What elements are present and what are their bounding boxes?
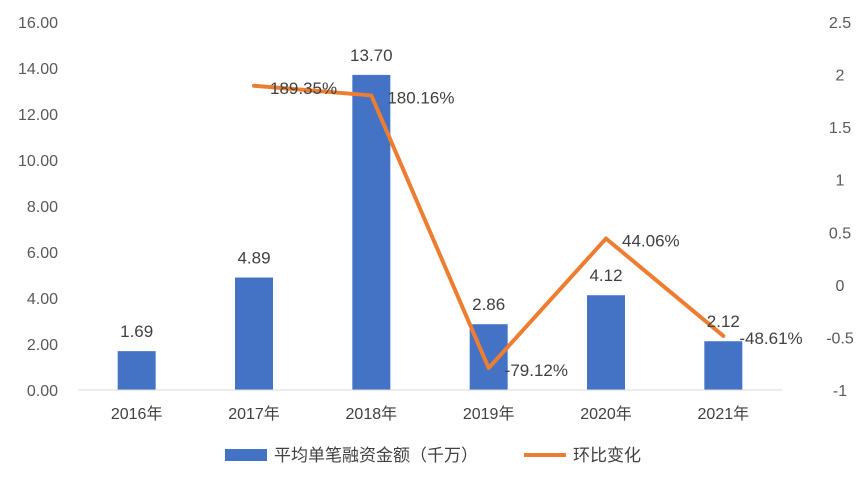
bar-data-labels: 1.69 4.89 13.70 2.86 4.12 2.12: [120, 46, 740, 341]
left-y-tick-label: 8.00: [27, 199, 58, 216]
bar-series: [117, 74, 743, 391]
bar: [235, 277, 273, 390]
right-y-axis: -1 -0.5 0 0.5 1 1.5 2 2.5: [826, 15, 854, 400]
x-axis: 2016年 2017年 2018年 2019年 2020年 2021年: [111, 405, 749, 423]
left-y-tick-label: 2.00: [27, 337, 58, 354]
right-y-tick-label: 1.5: [829, 120, 851, 137]
left-y-tick-label: 6.00: [27, 245, 58, 262]
bar-data-label: 2.86: [472, 295, 505, 314]
left-y-tick-label: 12.00: [18, 107, 58, 124]
legend: 平均单笔融资金额（千万） 环比变化: [225, 446, 641, 465]
left-y-tick-label: 4.00: [27, 291, 58, 308]
x-tick-label: 2021年: [698, 405, 750, 423]
left-y-tick-label: 0.00: [27, 383, 58, 400]
bar-data-label: 13.70: [350, 46, 393, 65]
line-data-labels: 189.35% 180.16% -79.12% 44.06% -48.61%: [270, 79, 803, 380]
left-y-tick-label: 14.00: [18, 61, 58, 78]
line-data-label: -48.61%: [739, 329, 802, 348]
line-data-label: -79.12%: [505, 361, 568, 380]
right-y-tick-label: 1: [836, 173, 845, 190]
right-y-tick-label: 2.5: [829, 15, 851, 32]
line-point: [721, 334, 725, 338]
x-tick-label: 2016年: [111, 405, 163, 423]
left-y-tick-label: 16.00: [18, 15, 58, 32]
line-series: [252, 83, 726, 371]
x-tick-label: 2020年: [580, 405, 632, 423]
bar: [704, 341, 743, 390]
bar-data-label: 2.12: [707, 312, 740, 331]
line-point: [369, 93, 373, 97]
line-point: [604, 237, 608, 241]
x-tick-label: 2017年: [228, 405, 280, 423]
left-y-tick-label: 10.00: [18, 153, 58, 170]
line-data-label: 189.35%: [270, 79, 337, 98]
bar: [117, 351, 156, 390]
line-data-label: 44.06%: [622, 232, 680, 251]
bar: [587, 295, 625, 390]
right-y-tick-label: 0.5: [829, 225, 851, 242]
x-tick-label: 2018年: [346, 405, 398, 423]
right-y-tick-label: 0: [836, 278, 845, 295]
line-point: [252, 84, 256, 88]
right-y-tick-label: 2: [836, 68, 845, 85]
right-y-tick-label: -1: [833, 383, 847, 400]
bar-data-label: 1.69: [120, 322, 153, 341]
legend-swatch-bar: [225, 449, 267, 461]
left-y-axis: 0.00 2.00 4.00 6.00 8.00 10.00 12.00 14.00 16.00: [18, 15, 58, 400]
legend-label-line: 环比变化: [573, 446, 641, 465]
line-point: [487, 366, 491, 370]
x-tick-label: 2019年: [463, 405, 515, 423]
line-data-label: 180.16%: [387, 88, 454, 107]
right-y-tick-label: -0.5: [826, 330, 854, 347]
legend-label-bar: 平均单笔融资金额（千万）: [274, 446, 478, 465]
bar-data-label: 4.12: [589, 266, 622, 285]
bar-data-label: 4.89: [237, 249, 270, 268]
